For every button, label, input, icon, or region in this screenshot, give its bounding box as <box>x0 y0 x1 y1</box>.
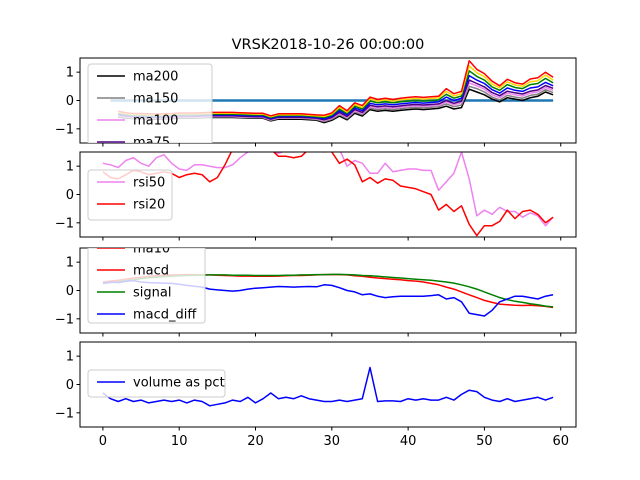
legend: rsi50 rsi20 <box>87 169 173 221</box>
y-tick-label: −1 <box>55 406 74 421</box>
series-line-rsi20 <box>102 152 554 237</box>
x-tick-label: 10 <box>171 434 188 449</box>
panel-2: −1 0 1 rsi50 rsi20 <box>55 151 577 241</box>
legend-entry: volume as pct <box>133 376 225 391</box>
y-tick-label: 0 <box>66 378 74 393</box>
y-tick-label: 0 <box>66 284 74 299</box>
legend-box <box>87 248 206 324</box>
x-tick-label: 40 <box>400 434 417 449</box>
legend-entry: rsi50 <box>133 176 165 191</box>
series-line-rsi50 <box>102 152 554 227</box>
legend-entry: ma10 <box>133 242 170 257</box>
x-tick-label: 30 <box>324 434 341 449</box>
legend-entry: ma75 <box>133 136 170 151</box>
legend-entry: ma100 <box>133 114 178 129</box>
legend-entry: macd <box>133 264 169 279</box>
y-tick-label: 1 <box>66 350 74 365</box>
y-tick-label: −1 <box>55 122 74 137</box>
y-tick-label: −1 <box>55 312 74 327</box>
x-tick-label: 20 <box>247 434 264 449</box>
legend: ma200 ma150 ma100 ma75 <box>87 63 213 151</box>
legend-entry: ma150 <box>133 92 178 107</box>
chart-title: VRSK2018-10-26 00:00:00 <box>232 37 425 53</box>
legend-entry: signal <box>133 286 171 301</box>
legend-entry: ma200 <box>133 70 178 85</box>
x-tick-label: 60 <box>552 434 569 449</box>
y-tick-label: 1 <box>66 256 74 271</box>
x-tick-label: 50 <box>476 434 493 449</box>
panel-3: −1 0 1 ma10 macd signal macd_diff <box>55 242 577 337</box>
series-group <box>102 152 554 237</box>
chart-panels: −101 ma200ma150ma100ma75−101rsi50rsi20−10… <box>55 57 577 449</box>
legend-box <box>87 63 213 143</box>
x-tick-label: 0 <box>99 434 107 449</box>
y-tick-label: −1 <box>55 216 74 231</box>
y-tick-label: 1 <box>66 66 74 81</box>
y-tick-label: 0 <box>66 94 74 109</box>
series-line-volume-as-pct <box>102 366 554 407</box>
legend-box <box>87 369 226 398</box>
y-tick-label: 1 <box>66 160 74 175</box>
legend: volume as pct <box>87 369 226 398</box>
legend-entry: rsi20 <box>133 198 165 213</box>
legend: ma10 macd signal macd_diff <box>87 242 206 324</box>
y-tick-label: 0 <box>66 188 74 203</box>
panel-1: −1 0 1 ma200 ma150 ma100 ma75 <box>55 57 577 151</box>
series-group <box>102 366 554 407</box>
legend-entry: macd_diff <box>133 308 197 323</box>
